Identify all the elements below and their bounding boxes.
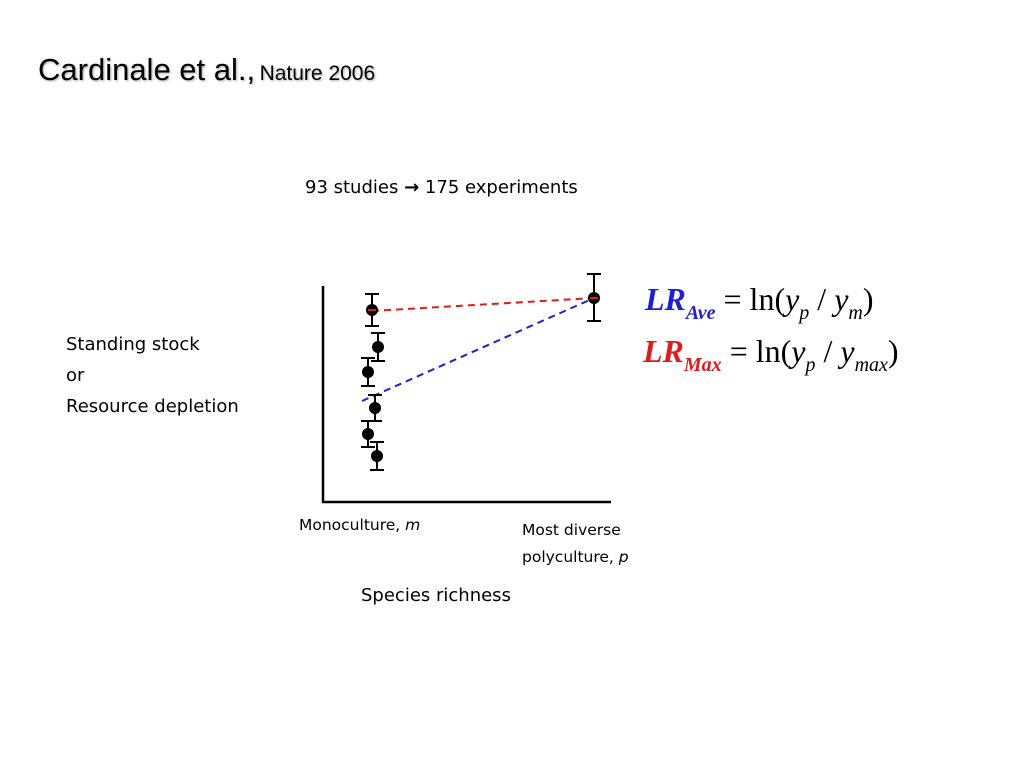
lr-max-symbol: LR	[643, 333, 684, 369]
lr-max-formula: LRMax = ln(yp / ymax)	[643, 333, 899, 376]
y-label-line-1: Standing stock	[66, 334, 200, 355]
studies-count: 93 studies	[305, 177, 399, 198]
monoculture-point-4	[368, 394, 382, 422]
title-authors: Cardinale et al.,	[38, 52, 256, 87]
polyculture-point	[587, 273, 601, 322]
lr-ave-symbol: LR	[645, 281, 686, 317]
experiments-count: 175 experiments	[424, 177, 578, 198]
monoculture-var: m	[405, 516, 421, 534]
monoculture-point-3	[361, 357, 375, 387]
monoculture-point-6	[370, 441, 384, 471]
lr-ave-dashed-line	[361, 297, 595, 402]
lr-max-subscript: Max	[683, 354, 722, 376]
title-journal: Nature 2006	[259, 62, 376, 85]
studies-subtitle: 93 studies → 175 experiments	[305, 172, 578, 203]
y-label-line-3: Resource depletion	[66, 396, 239, 417]
polyculture-label: Most diverse polyculture, p	[522, 517, 629, 571]
polyculture-var: p	[618, 548, 629, 566]
monoculture-point-1	[365, 293, 379, 327]
lr-ave-subscript: Ave	[685, 302, 716, 324]
monoculture-label: Monoculture, m	[299, 516, 421, 534]
lr-ave-formula: LRAve = ln(yp / ym)	[645, 281, 874, 324]
monoculture-point-5	[361, 420, 375, 448]
polyculture-label-line-1: Most diverse	[522, 521, 621, 539]
y-label-line-2: or	[66, 365, 85, 386]
lr-max-dashed-line	[371, 297, 595, 312]
polyculture-label-line-2: polyculture, p	[522, 548, 629, 566]
x-axis-title: Species richness	[361, 585, 511, 606]
slide-title: Cardinale et al., Nature 2006	[38, 52, 375, 88]
arrow-right-icon: →	[404, 177, 420, 198]
y-axis-label: Standing stock or Resource depletion	[66, 329, 239, 422]
monoculture-point-2	[371, 332, 385, 362]
